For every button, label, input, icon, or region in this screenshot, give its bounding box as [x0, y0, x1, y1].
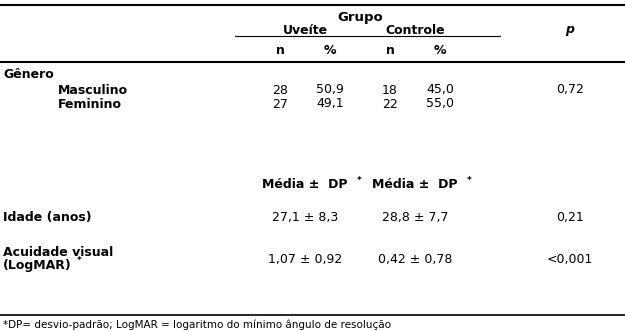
- Text: 27: 27: [272, 98, 288, 111]
- Text: 27,1 ± 8,3: 27,1 ± 8,3: [272, 212, 338, 224]
- Text: 49,1: 49,1: [316, 98, 344, 111]
- Text: 22: 22: [382, 98, 398, 111]
- Text: 0,72: 0,72: [556, 83, 584, 97]
- Text: Uveíte: Uveíte: [282, 24, 328, 36]
- Text: Feminino: Feminino: [58, 98, 122, 111]
- Text: Controle: Controle: [385, 24, 445, 36]
- Text: 28: 28: [272, 83, 288, 97]
- Text: %: %: [324, 43, 336, 57]
- Text: 0,42 ± 0,78: 0,42 ± 0,78: [378, 253, 452, 265]
- Text: *: *: [77, 257, 82, 265]
- Text: *: *: [357, 175, 362, 184]
- Text: Grupo: Grupo: [337, 12, 383, 24]
- Text: (LogMAR): (LogMAR): [3, 260, 72, 272]
- Text: <0,001: <0,001: [547, 253, 593, 265]
- Text: p: p: [566, 24, 574, 36]
- Text: *: *: [467, 175, 472, 184]
- Text: Média ±  DP: Média ± DP: [372, 178, 458, 192]
- Text: *DP= desvio-padrão; LogMAR = logaritmo do mínimo ângulo de resolução: *DP= desvio-padrão; LogMAR = logaritmo d…: [3, 320, 391, 330]
- Text: 0,21: 0,21: [556, 212, 584, 224]
- Text: 28,8 ± 7,7: 28,8 ± 7,7: [382, 212, 448, 224]
- Text: 55,0: 55,0: [426, 98, 454, 111]
- Text: 45,0: 45,0: [426, 83, 454, 97]
- Text: n: n: [386, 43, 394, 57]
- Text: Acuidade visual: Acuidade visual: [3, 246, 113, 259]
- Text: %: %: [434, 43, 446, 57]
- Text: 18: 18: [382, 83, 398, 97]
- Text: 1,07 ± 0,92: 1,07 ± 0,92: [268, 253, 342, 265]
- Text: Idade (anos): Idade (anos): [3, 212, 92, 224]
- Text: Média ±  DP: Média ± DP: [262, 178, 348, 192]
- Text: Gênero: Gênero: [3, 69, 54, 81]
- Text: 50,9: 50,9: [316, 83, 344, 97]
- Text: n: n: [276, 43, 284, 57]
- Text: Masculino: Masculino: [58, 83, 128, 97]
